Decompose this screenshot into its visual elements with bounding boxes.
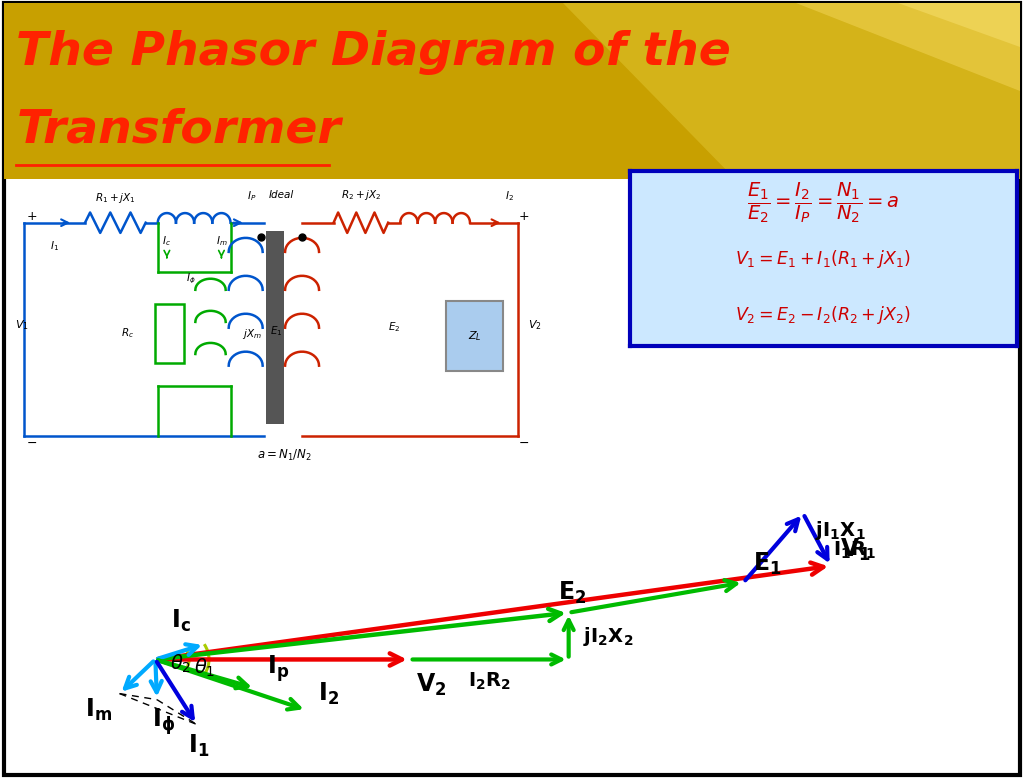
Text: $\mathbf{jI_2X_2}$: $\mathbf{jI_2X_2}$ — [583, 625, 634, 647]
Text: $\mathbf{I_c}$: $\mathbf{I_c}$ — [171, 608, 190, 634]
Text: $\theta_1$: $\theta_1$ — [194, 657, 215, 679]
Text: $\mathbf{I_1R_1}$: $\mathbf{I_1R_1}$ — [833, 540, 877, 561]
Text: $I_m$: $I_m$ — [216, 235, 227, 248]
Text: $E_1$: $E_1$ — [269, 324, 283, 338]
Text: $-$: $-$ — [518, 436, 529, 449]
Text: $\theta_2$: $\theta_2$ — [170, 653, 190, 675]
Text: $\mathbf{V_1}$: $\mathbf{V_1}$ — [841, 537, 871, 563]
Bar — [265, 232, 284, 424]
Text: $+$: $+$ — [26, 210, 37, 223]
Text: $-$: $-$ — [26, 436, 37, 449]
Text: $+$: $+$ — [518, 210, 529, 223]
Text: $\mathbf{jI_1X_1}$: $\mathbf{jI_1X_1}$ — [815, 519, 865, 541]
Text: $jX_m$: $jX_m$ — [242, 327, 261, 341]
Text: $\mathbf{I_2R_2}$: $\mathbf{I_2R_2}$ — [468, 671, 511, 692]
Text: $\mathbf{I_1}$: $\mathbf{I_1}$ — [187, 733, 209, 759]
Bar — [155, 304, 184, 363]
Text: $R_2 + jX_2$: $R_2 + jX_2$ — [341, 188, 381, 202]
Text: $\dfrac{E_1}{E_2} = \dfrac{I_2}{I_P} = \dfrac{N_1}{N_2} = a$: $\dfrac{E_1}{E_2} = \dfrac{I_2}{I_P} = \… — [748, 180, 899, 225]
Text: $\mathbf{I_2}$: $\mathbf{I_2}$ — [318, 682, 339, 707]
Text: $V_1 = E_1 + I_1(R_1 + jX_1)$: $V_1 = E_1 + I_1(R_1 + jX_1)$ — [735, 247, 911, 270]
Text: $V_2 = E_2 - I_2(R_2 + jX_2)$: $V_2 = E_2 - I_2(R_2 + jX_2)$ — [735, 303, 911, 326]
Text: $\mathbf{I_m}$: $\mathbf{I_m}$ — [85, 696, 112, 723]
Text: $a = N_1/N_2$: $a = N_1/N_2$ — [257, 448, 312, 463]
Text: $I_2$: $I_2$ — [505, 189, 514, 203]
Text: $\mathbf{I_\phi}$: $\mathbf{I_\phi}$ — [152, 706, 175, 737]
Text: $\mathbf{E_2}$: $\mathbf{E_2}$ — [558, 580, 587, 606]
Polygon shape — [563, 3, 1020, 179]
Text: $R_1 + jX_1$: $R_1 + jX_1$ — [95, 191, 136, 205]
Text: $E_2$: $E_2$ — [388, 321, 400, 335]
Polygon shape — [797, 3, 1020, 91]
Text: $I_P$: $I_P$ — [247, 189, 256, 203]
Text: Ideal: Ideal — [269, 190, 294, 200]
Text: $R_c$: $R_c$ — [121, 327, 134, 341]
Text: $V_2$: $V_2$ — [527, 318, 542, 331]
Text: $I_c$: $I_c$ — [163, 235, 171, 248]
FancyBboxPatch shape — [445, 301, 504, 372]
Polygon shape — [898, 3, 1020, 47]
Text: $Z_L$: $Z_L$ — [468, 330, 481, 343]
Text: $V_1$: $V_1$ — [15, 318, 29, 331]
Text: The Phasor Diagram of the: The Phasor Diagram of the — [16, 30, 731, 75]
Text: $I_1$: $I_1$ — [50, 239, 59, 253]
Text: $I_\phi$: $I_\phi$ — [186, 272, 196, 286]
Text: $\mathbf{V_2}$: $\mathbf{V_2}$ — [416, 671, 446, 698]
Text: Transformer: Transformer — [16, 107, 341, 152]
Text: $\mathbf{E_1}$: $\mathbf{E_1}$ — [753, 551, 781, 577]
Text: $\mathbf{I_p}$: $\mathbf{I_p}$ — [266, 653, 289, 684]
